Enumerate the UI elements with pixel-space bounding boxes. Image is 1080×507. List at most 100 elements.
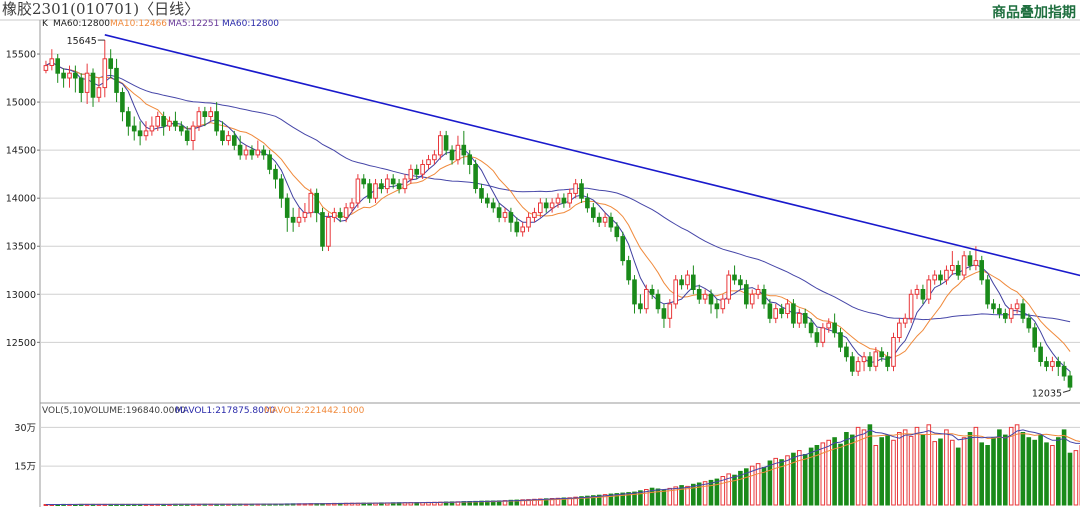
candle-body	[838, 332, 843, 348]
candle-body	[879, 351, 885, 358]
candle-body	[396, 183, 402, 190]
candle-body	[696, 289, 702, 300]
volume-bar	[661, 489, 667, 506]
candle	[243, 145, 249, 160]
candle	[84, 63, 90, 104]
candle-body	[749, 293, 755, 305]
volume-bar	[649, 487, 655, 506]
price-y-ticks: 12500 13000 13500 14000 14500 15000 15500	[6, 50, 40, 349]
candle-body	[767, 303, 773, 319]
candle	[708, 289, 714, 314]
candle	[402, 174, 408, 194]
volume-bar	[732, 474, 737, 506]
candle-body	[514, 221, 520, 233]
candle-body	[279, 178, 284, 199]
candle-body	[161, 116, 166, 127]
candle	[632, 275, 637, 314]
candle	[373, 178, 378, 203]
volume-bar	[785, 455, 790, 506]
candle	[673, 275, 679, 309]
volume-bar	[1050, 445, 1055, 506]
volume-bar	[538, 498, 543, 506]
volume-bar	[838, 443, 843, 506]
candle	[449, 145, 455, 165]
candle	[1026, 313, 1032, 333]
candle	[979, 255, 985, 285]
price-legend: K MA60:12800 MA10:12466 MA5:12251 MA60:1…	[42, 19, 279, 29]
candle-body	[1067, 375, 1073, 388]
volume-bar	[867, 424, 873, 506]
candle	[1056, 356, 1061, 376]
candle-body	[920, 289, 926, 300]
candle	[61, 68, 66, 88]
candle-body	[296, 216, 302, 223]
candle	[644, 284, 649, 314]
candle	[284, 193, 290, 232]
candle-body	[502, 212, 508, 218]
candle-body	[508, 212, 514, 223]
candle-body	[744, 284, 749, 305]
low-pointer	[1062, 389, 1071, 393]
candle	[844, 342, 849, 362]
volume-bar	[932, 441, 938, 506]
candle-body	[220, 130, 225, 141]
candle-body	[143, 130, 149, 137]
candle	[237, 135, 243, 160]
candle-body	[67, 72, 72, 79]
candle-body	[202, 111, 208, 117]
volume-bar	[791, 452, 796, 506]
candle	[1061, 361, 1067, 381]
volume-bar	[897, 432, 902, 506]
candle-body	[485, 197, 490, 204]
volume-bar	[573, 496, 578, 506]
candle	[867, 351, 873, 372]
candle-body	[944, 269, 949, 281]
volume-bar	[655, 488, 661, 506]
candle-body	[408, 168, 414, 180]
candle	[49, 49, 55, 71]
ma60-line	[45, 61, 1071, 323]
candle-body	[173, 120, 178, 127]
legend-ma60-a: MA60:12800	[53, 19, 110, 29]
candle-body	[897, 322, 902, 339]
candle-body	[573, 183, 578, 194]
candle	[626, 255, 631, 285]
volume-bar	[644, 489, 649, 506]
candle-body	[102, 58, 108, 89]
price-annotations: 15645 12035	[67, 36, 1071, 399]
volume-bar	[938, 438, 943, 506]
volume-bar	[944, 429, 949, 506]
candle	[897, 318, 902, 343]
candle	[667, 299, 673, 328]
candle	[1067, 371, 1073, 391]
volume-bar	[1044, 442, 1049, 506]
candle-body	[290, 216, 296, 223]
candle	[273, 164, 278, 189]
candle	[755, 284, 761, 300]
volume-bar	[1056, 437, 1061, 506]
volume-bar	[1020, 432, 1026, 506]
candle-body	[520, 226, 526, 233]
candle	[1038, 342, 1043, 367]
candle-body	[620, 236, 626, 262]
candle-body	[808, 322, 814, 334]
candle	[814, 327, 820, 348]
candle	[1020, 299, 1026, 324]
candle-body	[761, 289, 767, 305]
candle-body	[561, 197, 567, 204]
candle-body	[414, 168, 419, 175]
candle-body	[332, 212, 337, 218]
candle-body	[667, 303, 673, 319]
ma5-line	[45, 61, 1071, 372]
candle-body	[914, 289, 920, 295]
volume-bar	[614, 493, 620, 506]
candle	[749, 289, 755, 309]
volume-bar	[861, 429, 867, 506]
candle-body	[1056, 361, 1061, 367]
volume-bar	[526, 499, 531, 506]
candle	[290, 207, 296, 232]
volume-bar	[720, 476, 726, 506]
candle	[302, 202, 308, 223]
candle	[202, 106, 208, 127]
candle	[496, 202, 502, 223]
